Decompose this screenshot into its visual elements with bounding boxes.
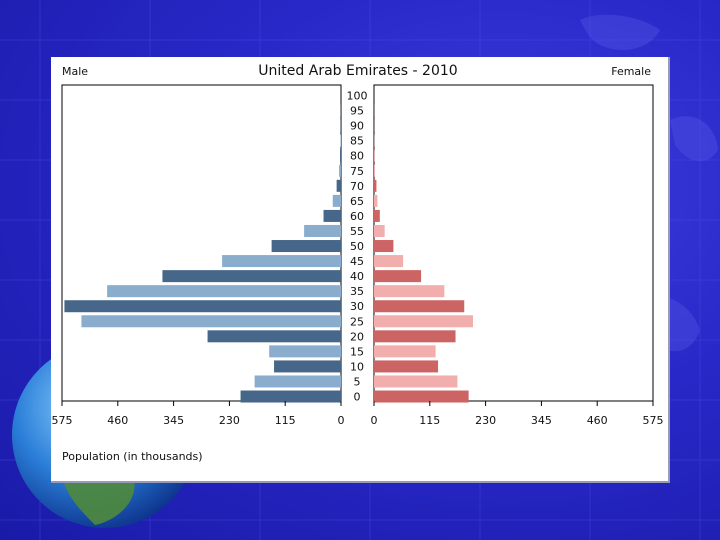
age-label-30: 30 [350,300,364,313]
female-bar-age-65 [374,194,378,207]
female-label: Female [611,65,651,78]
age-labels: 0 5 10 15 20 25 30 35 40 45 50 55 60 65 70 75 80 85 90 95 10… [347,90,368,404]
male-axis-ticks: 575 460 345 230 115 0 [52,401,345,427]
male-bar-age-80 [340,149,341,162]
female-axis-ticks: 0 115 230 345 460 575 [371,401,664,427]
age-label-95: 95 [350,105,364,118]
male-bar-age-15 [269,345,341,358]
age-label-45: 45 [350,255,364,268]
male-bar-age-5 [254,375,341,388]
age-label-20: 20 [350,330,364,343]
male-bar-age-50 [271,240,341,253]
age-label-15: 15 [350,345,364,358]
female-bar-age-75 [374,164,375,177]
female-bar-age-15 [374,345,436,358]
male-bar-age-25 [81,315,341,328]
male-bars [64,89,342,403]
female-tick-label-575: 575 [643,414,664,427]
age-label-75: 75 [350,165,364,178]
male-label: Male [62,65,88,78]
female-tick-label-115: 115 [419,414,440,427]
age-label-65: 65 [350,195,364,208]
female-bar-age-30 [374,300,465,313]
male-bar-age-55 [304,224,341,237]
female-bar-age-60 [374,209,380,222]
age-label-100: 100 [347,90,368,103]
age-label-70: 70 [350,180,364,193]
female-bar-age-20 [374,330,456,343]
age-label-5: 5 [354,375,361,388]
female-bar-age-10 [374,360,439,373]
female-bar-age-45 [374,255,404,268]
age-label-60: 60 [350,210,364,223]
female-tick-label-0: 0 [371,414,378,427]
female-bar-age-70 [374,179,377,192]
age-label-90: 90 [350,120,364,133]
male-bar-age-65 [332,194,341,207]
male-bar-age-70 [336,179,341,192]
age-label-25: 25 [350,315,364,328]
female-bar-age-0 [374,390,469,403]
male-tick-label-345: 345 [163,414,184,427]
population-pyramid-chart: Male United Arab Emirates - 2010 Female … [52,63,664,463]
age-label-80: 80 [350,150,364,163]
age-label-35: 35 [350,285,364,298]
male-bar-age-20 [207,330,341,343]
male-bar-age-45 [222,255,341,268]
male-bar-age-0 [240,390,341,403]
age-label-40: 40 [350,270,364,283]
age-label-0: 0 [354,391,361,404]
male-tick-label-115: 115 [275,414,296,427]
age-label-10: 10 [350,360,364,373]
male-bar-age-60 [323,209,341,222]
male-bar-age-35 [107,285,341,298]
x-axis-label: Population (in thousands) [62,450,203,463]
female-bars [374,89,473,403]
female-tick-label-345: 345 [531,414,552,427]
male-tick-label-575: 575 [52,414,73,427]
age-label-55: 55 [350,225,364,238]
female-bar-age-55 [374,224,385,237]
male-bar-age-40 [162,270,341,283]
female-tick-label-460: 460 [587,414,608,427]
male-tick-label-0: 0 [338,414,345,427]
male-tick-label-230: 230 [219,414,240,427]
age-label-85: 85 [350,135,364,148]
female-tick-label-230: 230 [475,414,496,427]
female-bar-age-25 [374,315,473,328]
male-bar-age-10 [274,360,341,373]
female-bar-age-40 [374,270,422,283]
female-bar-age-50 [374,240,394,253]
age-label-50: 50 [350,240,364,253]
female-bar-age-5 [374,375,458,388]
female-bar-age-35 [374,285,445,298]
male-bar-age-30 [64,300,342,313]
chart-title: United Arab Emirates - 2010 [258,63,457,79]
male-tick-label-460: 460 [107,414,128,427]
male-bar-age-75 [339,164,341,177]
chart-card [51,57,670,483]
